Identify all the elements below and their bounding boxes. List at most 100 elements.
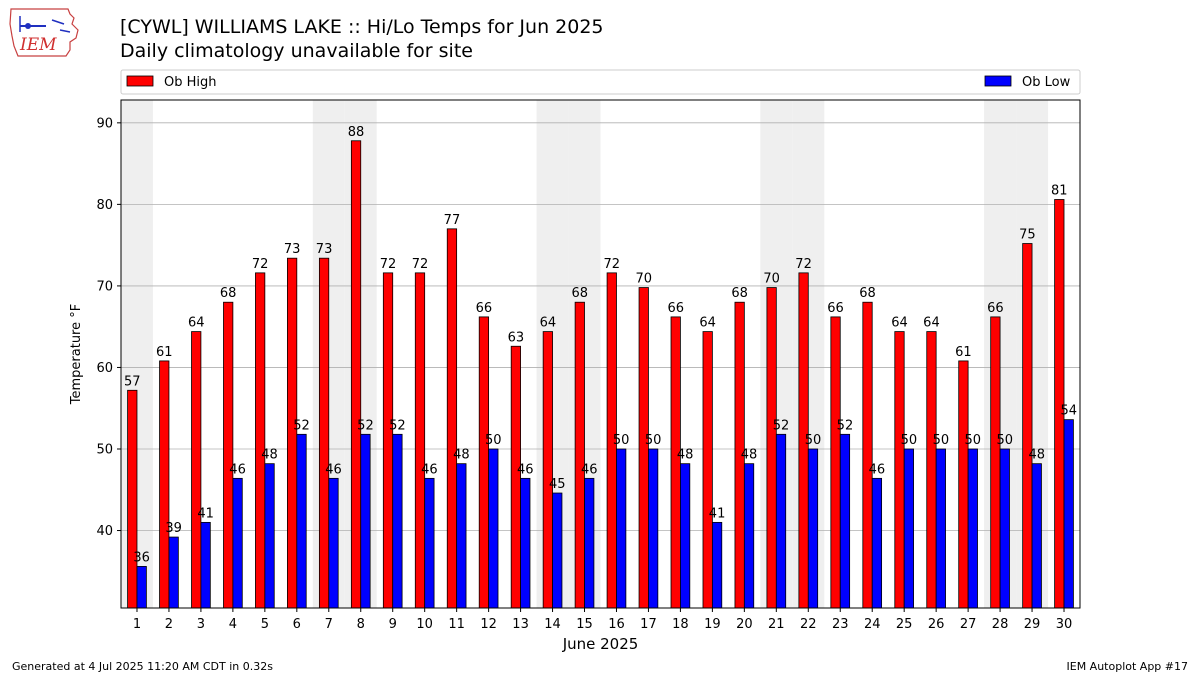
low-bar-day-8 — [360, 433, 371, 609]
high-label-day-25: 64 — [891, 316, 908, 331]
low-bar-day-17 — [648, 448, 659, 609]
low-bar-day-26 — [935, 448, 946, 609]
x-tick-label-30: 30 — [1056, 617, 1073, 632]
x-tick-label-13: 13 — [512, 617, 529, 632]
low-label-day-13: 46 — [517, 462, 534, 477]
high-bar-day-10 — [414, 272, 426, 609]
x-tick-label-15: 15 — [576, 617, 593, 632]
x-tick-label-16: 16 — [608, 617, 625, 632]
high-label-day-5: 72 — [252, 257, 269, 272]
x-axis-label: June 2025 — [562, 635, 639, 653]
y-axis-ticks: 40 50 60 70 80 90 — [96, 116, 121, 539]
high-bar-day-23 — [830, 316, 841, 609]
high-label-day-24: 68 — [859, 286, 876, 301]
low-label-day-24: 46 — [869, 462, 886, 477]
chart-title: [CYWL] WILLIAMS LAKE :: Hi/Lo Temps for … — [120, 16, 604, 38]
high-bar-day-19 — [702, 331, 713, 609]
high-bar-day-24 — [862, 301, 873, 609]
high-bar-day-26 — [926, 331, 937, 609]
low-bar-day-30 — [1063, 419, 1074, 609]
low-bar-day-19 — [711, 521, 723, 609]
low-label-day-28: 50 — [997, 433, 1014, 448]
low-label-day-16: 50 — [613, 433, 630, 448]
low-label-day-6: 52 — [293, 418, 310, 433]
high-bar-day-2 — [159, 360, 170, 609]
low-bar-day-11 — [456, 463, 467, 609]
low-label-day-18: 48 — [677, 448, 694, 463]
y-tick-label-90: 90 — [96, 116, 113, 131]
x-tick-label-25: 25 — [896, 617, 913, 632]
legend: Ob High Ob Low — [120, 69, 1081, 95]
high-label-day-27: 61 — [955, 345, 972, 360]
low-label-day-27: 50 — [965, 433, 982, 448]
high-bar-day-3 — [191, 331, 202, 609]
low-label-day-1: 36 — [133, 550, 150, 565]
high-bar-day-9 — [382, 272, 394, 609]
low-bar-day-28 — [999, 448, 1010, 609]
high-label-day-8: 88 — [348, 125, 365, 140]
low-label-day-12: 50 — [485, 433, 502, 448]
high-bar-day-4 — [223, 301, 234, 609]
x-tick-label-7: 7 — [325, 617, 333, 632]
low-label-day-10: 46 — [421, 462, 438, 477]
low-label-day-29: 48 — [1028, 448, 1045, 463]
y-axis-label: Temperature °F — [69, 304, 84, 405]
high-label-day-28: 66 — [987, 301, 1004, 316]
x-tick-label-20: 20 — [736, 617, 753, 632]
x-tick-label-22: 22 — [800, 617, 817, 632]
low-bar-day-10 — [424, 477, 435, 609]
y-tick-label-60: 60 — [96, 361, 113, 376]
low-bar-day-16 — [616, 448, 627, 609]
footer-generated: Generated at 4 Jul 2025 11:20 AM CDT in … — [12, 660, 273, 673]
low-label-day-2: 39 — [165, 521, 182, 536]
low-bar-day-27 — [967, 448, 978, 609]
x-tick-label-19: 19 — [704, 617, 721, 632]
x-tick-label-14: 14 — [544, 617, 561, 632]
y-gridlines — [121, 122, 1080, 531]
x-tick-label-10: 10 — [416, 617, 433, 632]
footer-app: IEM Autoplot App #17 — [1066, 660, 1189, 673]
y-tick-label-40: 40 — [96, 524, 113, 539]
logo-text: IEM — [19, 35, 57, 55]
x-tick-label-11: 11 — [448, 617, 465, 632]
low-label-day-22: 50 — [805, 433, 822, 448]
low-label-day-20: 48 — [741, 448, 758, 463]
low-bar-day-25 — [903, 448, 914, 609]
low-label-day-11: 48 — [453, 448, 470, 463]
iem-logo: IEM — [9, 8, 79, 57]
high-bar-day-5 — [255, 272, 266, 609]
low-label-day-15: 46 — [581, 462, 598, 477]
high-label-day-30: 81 — [1051, 183, 1068, 198]
low-bar-day-24 — [871, 477, 883, 609]
low-bar-day-6 — [296, 433, 307, 609]
high-label-day-19: 64 — [699, 316, 716, 331]
high-label-day-15: 68 — [572, 286, 589, 301]
high-bar-day-7 — [318, 257, 330, 609]
low-label-day-4: 46 — [229, 462, 246, 477]
x-tick-label-17: 17 — [640, 617, 657, 632]
low-bar-day-2 — [168, 536, 179, 609]
high-label-day-7: 73 — [316, 242, 333, 257]
high-bar-day-8 — [350, 140, 362, 609]
high-bar-day-21 — [766, 287, 777, 609]
low-label-day-23: 52 — [837, 418, 854, 433]
low-bar-day-4 — [232, 477, 243, 609]
high-label-day-26: 64 — [923, 316, 940, 331]
high-label-day-23: 66 — [827, 301, 844, 316]
high-label-day-10: 72 — [412, 257, 429, 272]
x-tick-label-2: 2 — [165, 617, 173, 632]
low-bar-day-29 — [1031, 463, 1042, 609]
x-tick-label-6: 6 — [293, 617, 301, 632]
low-bar-day-3 — [200, 521, 211, 609]
legend-high-swatch — [126, 75, 154, 87]
plot-frame — [120, 99, 1081, 609]
x-tick-label-26: 26 — [928, 617, 945, 632]
legend-high-label: Ob High — [164, 75, 217, 90]
high-label-day-9: 72 — [380, 257, 397, 272]
x-tick-label-1: 1 — [133, 617, 141, 632]
high-label-day-6: 73 — [284, 242, 301, 257]
x-tick-label-21: 21 — [768, 617, 785, 632]
high-bar-day-27 — [958, 360, 969, 609]
low-label-day-26: 50 — [933, 433, 950, 448]
low-bar-day-13 — [520, 477, 531, 609]
